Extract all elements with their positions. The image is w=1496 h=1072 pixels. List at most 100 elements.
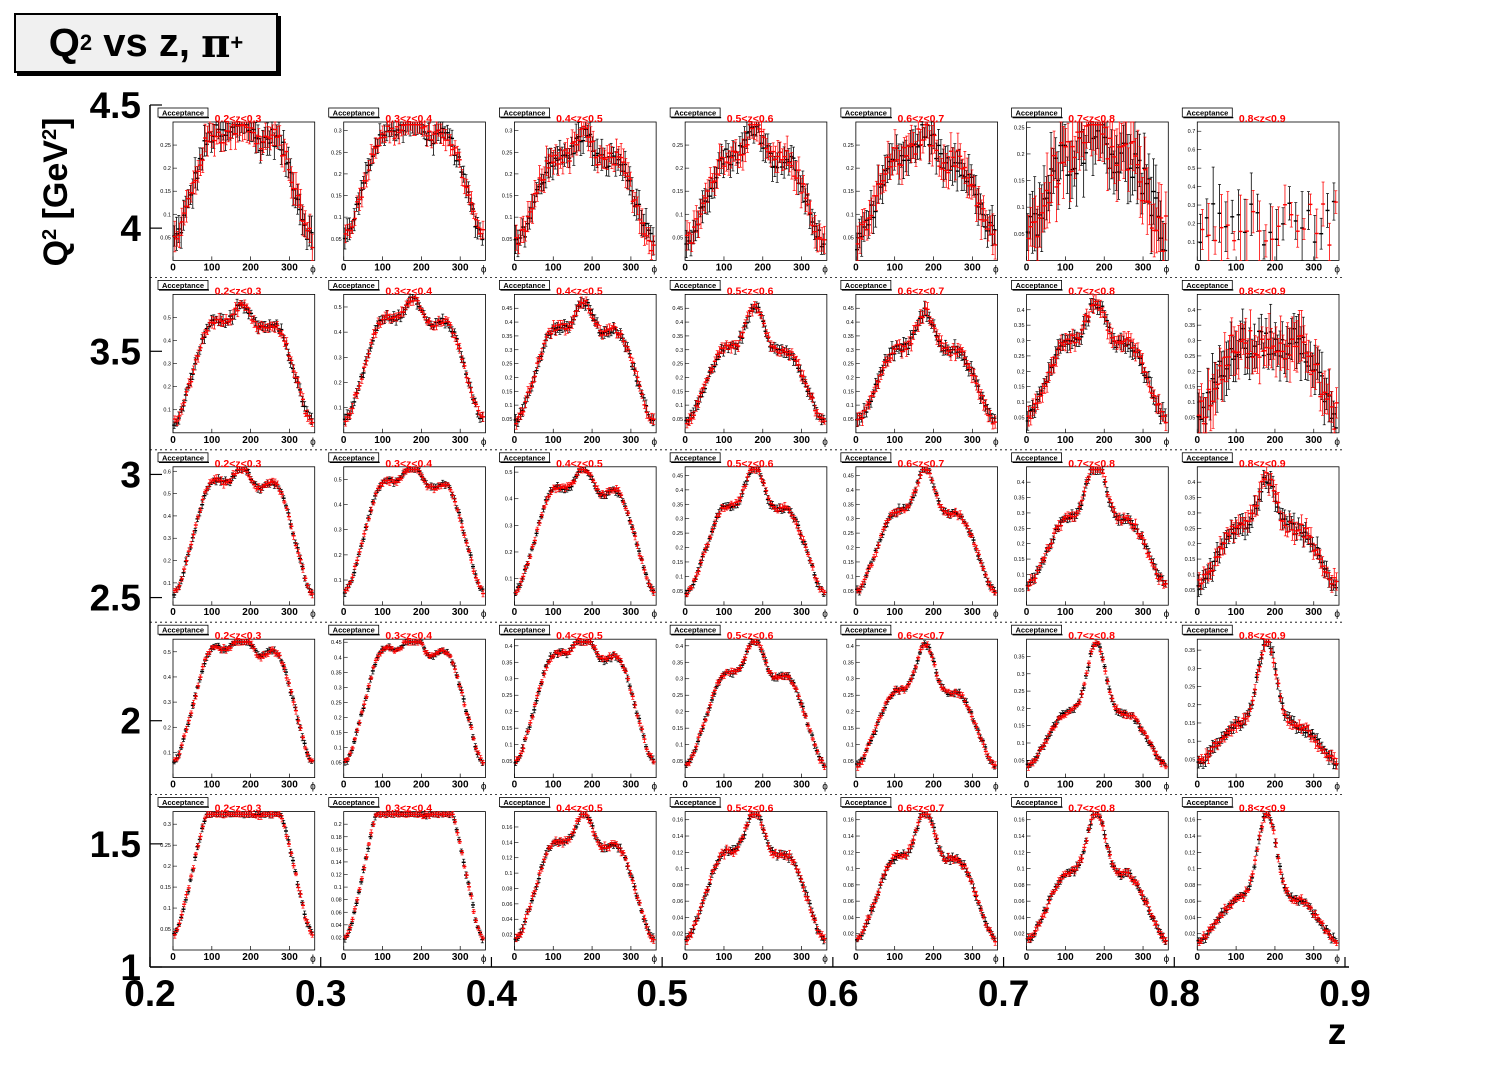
panel-y-tick-label: 0.1 [163, 212, 171, 218]
panel-x-tick-label: 200 [584, 262, 601, 273]
panel-y-tick-label: 0.2 [505, 172, 513, 178]
panel-y-tick-label: 0.25 [502, 362, 513, 368]
panel-x-tick-label: 300 [623, 435, 640, 446]
acceptance-label: Acceptance [157, 279, 209, 291]
panel-y-tick-label: 0.4 [675, 320, 683, 326]
acceptance-label-text: Acceptance [1186, 109, 1228, 118]
panel-x-tick-label: 0 [682, 435, 688, 446]
panel-y-tick-label: 0.2 [505, 375, 513, 381]
panel-y-tick-label: 0.1 [1188, 240, 1196, 246]
panel-x-axis-label: ϕ [310, 437, 316, 448]
panel-y-tick-label: 0.15 [672, 189, 683, 195]
acceptance-label-text: Acceptance [162, 281, 204, 290]
panel-grid: Acceptance 0.2<z<0.3 0 100 200 300 ϕ 0.05 0.1 0.1… [157, 107, 1340, 965]
panel-x-tick-label: 200 [242, 435, 259, 446]
panel-x-axis-label: ϕ [310, 264, 316, 275]
panel-x-tick-label: 100 [545, 262, 562, 273]
panel-x-axis-label: ϕ [652, 437, 658, 448]
panel-x-axis-label: ϕ [822, 437, 828, 448]
panel-y-tick-label: 0.7 [1188, 129, 1196, 135]
panel-y-tick-label: 0.45 [672, 306, 683, 312]
panel-y-tick-label: 0.3 [163, 362, 171, 368]
panel-x-tick-label: 200 [413, 262, 430, 273]
panel-y-tick-label: 0.1 [1017, 205, 1025, 211]
panel-x-tick-label: 100 [545, 435, 562, 446]
panel-x-tick-label: 0 [170, 262, 176, 273]
acceptance-label: Acceptance [499, 279, 551, 291]
panel-frame [1196, 121, 1340, 261]
panel-y-tick-label: 0.5 [1188, 166, 1196, 172]
panel-y-tick-label: 0.3 [334, 355, 342, 361]
acceptance-label: Acceptance [840, 107, 892, 119]
panel-frame [343, 121, 486, 261]
panel-y-tick-label: 0.2 [1188, 221, 1196, 227]
panel-y-tick-label: 0.15 [843, 189, 854, 195]
panel-y-tick-label: 0.05 [843, 235, 854, 241]
panel-r1-c1: Acceptance 0.3<z<0.4 0 100 200 300 ϕ 0.1 0.2 0.3 0… [328, 279, 487, 448]
acceptance-label: Acceptance [157, 107, 209, 119]
panel-y-tick-label: 0.1 [846, 212, 854, 218]
panel-y-tick-label: 0.25 [160, 143, 171, 149]
series-mc [514, 296, 656, 430]
panel-y-tick-label: 0.1 [334, 215, 342, 221]
panel-y-tick-label: 0.15 [502, 194, 513, 200]
acceptance-label: Acceptance [1011, 107, 1063, 119]
series-mc [172, 299, 315, 427]
panel-x-tick-label: 100 [716, 262, 733, 273]
panel-x-tick-label: 0 [170, 435, 176, 446]
panel-y-tick-label: 0.6 [1188, 148, 1196, 154]
panel-y-tick-label: 0.25 [502, 150, 513, 156]
panel-y-tick-label: 0.15 [502, 389, 513, 395]
panel-y-tick-label: 0.2 [675, 166, 683, 172]
panel-x-tick-label: 100 [1228, 262, 1245, 273]
panel-x-tick-label: 300 [623, 262, 640, 273]
acceptance-label: Acceptance [499, 107, 551, 119]
panel-x-axis-label: ϕ [652, 264, 658, 275]
panel-y-tick-label: 0.05 [672, 235, 683, 241]
panel-x-tick-label: 300 [1135, 262, 1152, 273]
panel-y-tick-label: 0.3 [505, 129, 513, 135]
acceptance-label-text: Acceptance [674, 281, 716, 290]
panel-y-tick-label: 0.05 [160, 235, 171, 241]
series-mc [514, 121, 656, 260]
panel-x-tick-label: 0 [682, 262, 688, 273]
panel-r0-c5: Acceptance 0.7<z<0.80 100 200 300 ϕ0.050.10.1… [1011, 107, 1170, 275]
panel-x-tick-label: 300 [1305, 262, 1322, 273]
panel-y-tick-label: 0.3 [1188, 203, 1196, 209]
acceptance-label-text: Acceptance [333, 281, 375, 290]
acceptance-label-text: Acceptance [162, 109, 204, 118]
panel-y-tick-label: 0.35 [502, 334, 513, 340]
series-mc [1026, 121, 1168, 261]
panel-y-tick-label: 0.2 [675, 375, 683, 381]
panel-x-axis-label: ϕ [481, 437, 487, 448]
panel-x-tick-label: 100 [203, 435, 220, 446]
panel-y-tick-label: 0.2 [163, 385, 171, 391]
panel-x-tick-label: 300 [281, 262, 298, 273]
z-bin-label: 0.4<z<0.5 [556, 285, 603, 297]
panel-r0-c2: Acceptance 0.4<z<0.5 0 100 200 300 ϕ 0.05 0.1 0.1… [499, 107, 658, 275]
panel-y-tick-label: 0.1 [505, 403, 513, 409]
panel-r1-c3: Acceptance 0.5<z<0.6 0 100 200 300 ϕ 0.05 0.1 0.1… [669, 279, 828, 448]
z-bin-label: 0.3<z<0.4 [385, 285, 432, 297]
panel-x-tick-label: 300 [281, 435, 298, 446]
acceptance-label-text: Acceptance [674, 109, 716, 118]
panel-frame [343, 293, 486, 434]
acceptance-label: Acceptance [669, 107, 722, 119]
panel-y-tick-label: 0.1 [675, 212, 683, 218]
panel-x-axis-label: ϕ [481, 264, 487, 275]
panel-x-tick-label: 200 [584, 435, 601, 446]
panel-x-axis-label: ϕ [1164, 264, 1170, 275]
panel-y-tick-label: 0.15 [160, 189, 171, 195]
acceptance-label-text: Acceptance [1016, 109, 1058, 118]
panel-x-tick-label: 0 [341, 262, 347, 273]
panel-x-tick-label: 0 [512, 262, 518, 273]
panel-r1-c0: Acceptance 0.2<z<0.3 0 100 200 300 ϕ 0.1 0.2 0.3 0… [157, 279, 316, 448]
panel-y-tick-label: 0.3 [675, 348, 683, 354]
panel-x-tick-label: 0 [512, 435, 518, 446]
series-mc [855, 121, 998, 261]
panel-x-tick-label: 200 [1267, 262, 1284, 273]
panel-x-tick-label: 200 [413, 435, 430, 446]
panel-x-tick-label: 300 [452, 262, 469, 273]
panel-y-tick-label: 0.1 [505, 215, 513, 221]
